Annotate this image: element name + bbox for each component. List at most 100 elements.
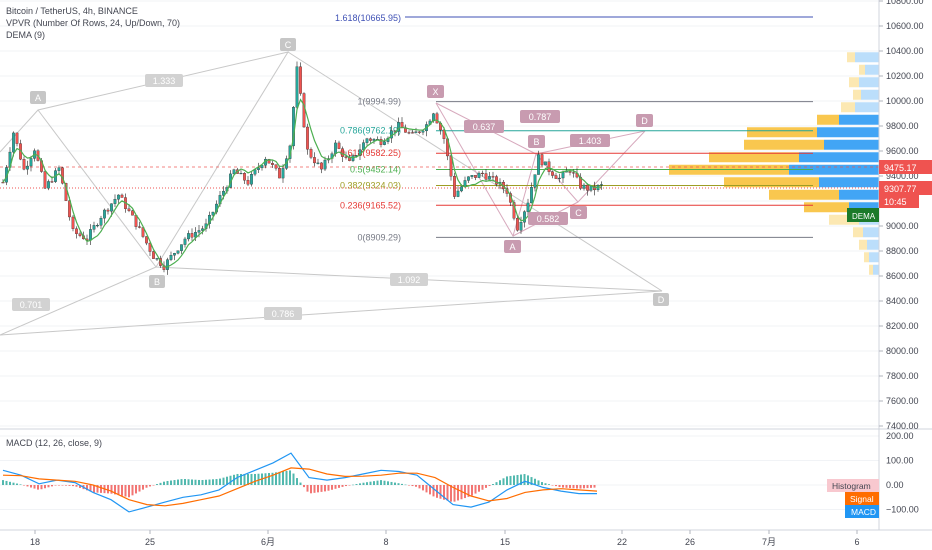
vp-up-bar bbox=[869, 252, 879, 263]
point-label-b-small: B bbox=[528, 135, 545, 148]
harmonic-pattern-large bbox=[0, 51, 663, 336]
candle-body bbox=[89, 229, 92, 241]
vp-up-bar bbox=[819, 177, 879, 188]
price-axis-label: 7600.00 bbox=[886, 396, 919, 406]
histogram-bar bbox=[345, 485, 347, 487]
histogram-bar bbox=[135, 485, 137, 494]
candle-body bbox=[309, 149, 313, 158]
histogram-bar bbox=[359, 483, 361, 485]
fib-retracement: 1(9994.99) 0.786(9762.19) 0.618(9582.25) 0.… bbox=[340, 97, 813, 242]
vp-down-bar bbox=[853, 89, 861, 100]
candle-body bbox=[22, 159, 26, 170]
svg-text:D: D bbox=[641, 116, 648, 126]
histogram-bar bbox=[128, 485, 130, 498]
histogram-bar bbox=[75, 485, 78, 487]
price-axis[interactable]: 10800.00 10600.00 10400.00 10200.00 10000.00… bbox=[879, 0, 924, 431]
candle-body bbox=[316, 162, 320, 164]
candle-body bbox=[470, 175, 474, 177]
time-axis[interactable]: 18 25 6月 8 15 22 26 7月 6 bbox=[30, 530, 860, 547]
vp-down-bar bbox=[804, 202, 849, 213]
candle-body bbox=[442, 129, 446, 139]
vp-down-bar bbox=[853, 227, 863, 238]
histogram-bar bbox=[257, 473, 260, 485]
time-axis-label: 15 bbox=[500, 537, 510, 547]
candle-body bbox=[26, 165, 29, 170]
dema-title[interactable]: DEMA (9) bbox=[6, 30, 45, 40]
candle-body bbox=[481, 172, 484, 175]
candle-body bbox=[43, 171, 47, 189]
histogram-bar bbox=[19, 484, 22, 485]
candle-body bbox=[344, 156, 348, 158]
histogram-bar bbox=[488, 485, 491, 486]
candle-body bbox=[138, 226, 141, 228]
candle-body bbox=[169, 255, 173, 260]
histogram-bar bbox=[289, 470, 291, 485]
chart-legend[interactable]: Bitcoin / TetherUS, 4h, BINANCE VPVR (Nu… bbox=[6, 6, 180, 40]
histogram-bar bbox=[310, 485, 312, 494]
histogram-bar bbox=[222, 477, 225, 485]
histogram-bar bbox=[40, 485, 43, 490]
candle-body bbox=[519, 222, 523, 231]
ratio-label-1333: 1.333 bbox=[145, 74, 183, 87]
vpvr-title[interactable]: VPVR (Number Of Rows, 24, Up/Down, 70) bbox=[6, 18, 180, 28]
candle-body bbox=[418, 131, 421, 133]
candle-body bbox=[600, 184, 603, 186]
svg-text:0.582: 0.582 bbox=[537, 214, 560, 224]
macd-badge: MACD bbox=[845, 505, 879, 518]
histogram-bar bbox=[72, 485, 74, 487]
histogram-bar bbox=[51, 485, 53, 487]
svg-text:0.701: 0.701 bbox=[20, 300, 43, 310]
candle-body bbox=[488, 176, 491, 180]
symbol-title[interactable]: Bitcoin / TetherUS, 4h, BINANCE bbox=[6, 6, 138, 16]
histogram-bar bbox=[285, 470, 288, 485]
candle-body bbox=[491, 176, 495, 178]
price-plot-area[interactable] bbox=[0, 0, 879, 428]
histogram-bar bbox=[317, 485, 319, 493]
vp-up-bar bbox=[789, 164, 879, 175]
vp-up-bar bbox=[839, 114, 879, 125]
price-axis-label: 8400.00 bbox=[886, 296, 919, 306]
macd-axis-label: −100.00 bbox=[886, 505, 919, 515]
macd-axis[interactable]: 200.00 100.00 0.00 −100.00 bbox=[886, 431, 919, 515]
candle-body bbox=[106, 209, 110, 212]
ratio-label-0582: 0.582 bbox=[528, 212, 568, 225]
histogram-bar bbox=[61, 485, 64, 486]
vp-down-bar bbox=[859, 64, 865, 75]
candle-body bbox=[306, 126, 309, 150]
candle-body bbox=[495, 176, 498, 185]
candle-body bbox=[551, 171, 554, 176]
histogram-bar bbox=[562, 485, 564, 488]
candle-body bbox=[99, 217, 103, 226]
candle-body bbox=[299, 66, 302, 94]
price-axis-label: 10000.00 bbox=[886, 96, 924, 106]
histogram-bar bbox=[362, 482, 365, 485]
histogram-bar bbox=[513, 475, 515, 485]
histogram-bar bbox=[152, 485, 155, 486]
price-axis-label: 7800.00 bbox=[886, 371, 919, 381]
candle-body bbox=[537, 154, 540, 175]
histogram-bar bbox=[565, 485, 568, 488]
dema-line bbox=[2, 98, 602, 268]
histogram-bar bbox=[110, 485, 113, 494]
histogram-bar bbox=[432, 485, 435, 497]
candle-body bbox=[544, 161, 547, 166]
histogram-bar bbox=[191, 479, 193, 485]
candle-body bbox=[152, 251, 155, 259]
candle-body bbox=[78, 233, 82, 236]
histogram-bar bbox=[586, 485, 589, 489]
svg-text:X: X bbox=[432, 87, 438, 97]
macd-title[interactable]: MACD (12, 26, close, 9) bbox=[6, 438, 102, 448]
histogram-bar bbox=[93, 485, 95, 493]
vp-down-bar bbox=[829, 214, 859, 225]
candle-body bbox=[267, 158, 271, 164]
time-axis-label: 25 bbox=[145, 537, 155, 547]
vp-down-bar bbox=[744, 139, 824, 150]
histogram-bar bbox=[229, 475, 232, 485]
price-axis-label: 9400.00 bbox=[886, 171, 919, 181]
candle-body bbox=[201, 228, 204, 231]
candle-body bbox=[29, 158, 33, 167]
candle-body bbox=[120, 194, 124, 198]
fib-extension-label: 1.618(10665.95) bbox=[335, 13, 401, 23]
histogram-badge: Histogram bbox=[827, 479, 879, 492]
